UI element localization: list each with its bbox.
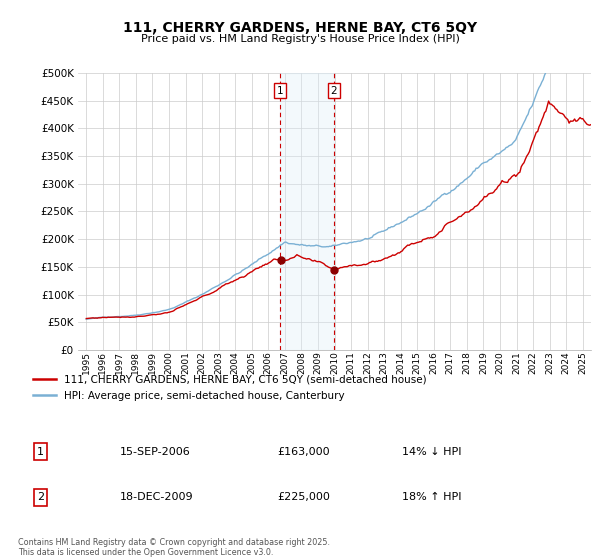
Text: 18-DEC-2009: 18-DEC-2009 (119, 492, 193, 502)
Text: Price paid vs. HM Land Registry's House Price Index (HPI): Price paid vs. HM Land Registry's House … (140, 34, 460, 44)
Bar (280, 73, 334, 350)
Text: 111, CHERRY GARDENS, HERNE BAY, CT6 5QY: 111, CHERRY GARDENS, HERNE BAY, CT6 5QY (123, 21, 477, 35)
Text: 14% ↓ HPI: 14% ↓ HPI (401, 447, 461, 457)
Legend: 111, CHERRY GARDENS, HERNE BAY, CT6 5QY (semi-detached house), HPI: Average pric: 111, CHERRY GARDENS, HERNE BAY, CT6 5QY … (29, 371, 431, 405)
Text: 1: 1 (277, 86, 283, 96)
Text: 1: 1 (37, 447, 44, 457)
Text: Contains HM Land Registry data © Crown copyright and database right 2025.
This d: Contains HM Land Registry data © Crown c… (18, 538, 330, 557)
Text: 2: 2 (331, 86, 337, 96)
Text: 18% ↑ HPI: 18% ↑ HPI (401, 492, 461, 502)
Text: £225,000: £225,000 (277, 492, 331, 502)
Text: 2: 2 (37, 492, 44, 502)
Text: £163,000: £163,000 (277, 447, 330, 457)
Text: 15-SEP-2006: 15-SEP-2006 (119, 447, 190, 457)
